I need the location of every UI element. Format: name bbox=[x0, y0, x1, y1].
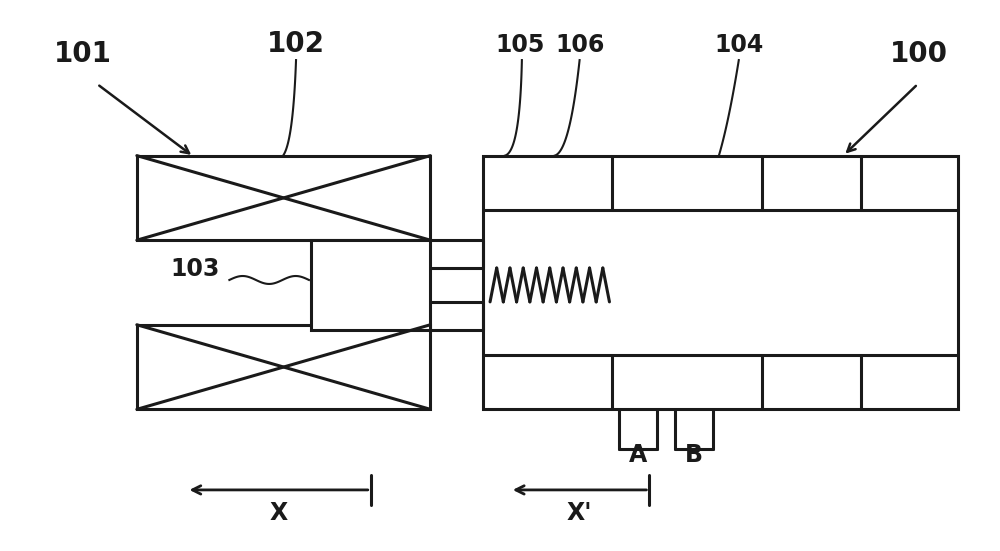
Bar bbox=[137, 325, 430, 409]
Text: 103: 103 bbox=[170, 257, 219, 281]
Text: X: X bbox=[270, 501, 288, 525]
Text: X': X' bbox=[567, 501, 592, 525]
Text: A: A bbox=[629, 443, 647, 467]
Text: 105: 105 bbox=[495, 33, 545, 57]
Text: 100: 100 bbox=[890, 40, 948, 68]
Bar bbox=[483, 155, 958, 409]
Text: 101: 101 bbox=[54, 40, 112, 68]
Text: B: B bbox=[685, 443, 703, 467]
Text: 102: 102 bbox=[267, 30, 325, 58]
Text: 104: 104 bbox=[714, 33, 763, 57]
Text: 106: 106 bbox=[555, 33, 604, 57]
Bar bbox=[311, 240, 430, 329]
Bar bbox=[137, 155, 430, 240]
